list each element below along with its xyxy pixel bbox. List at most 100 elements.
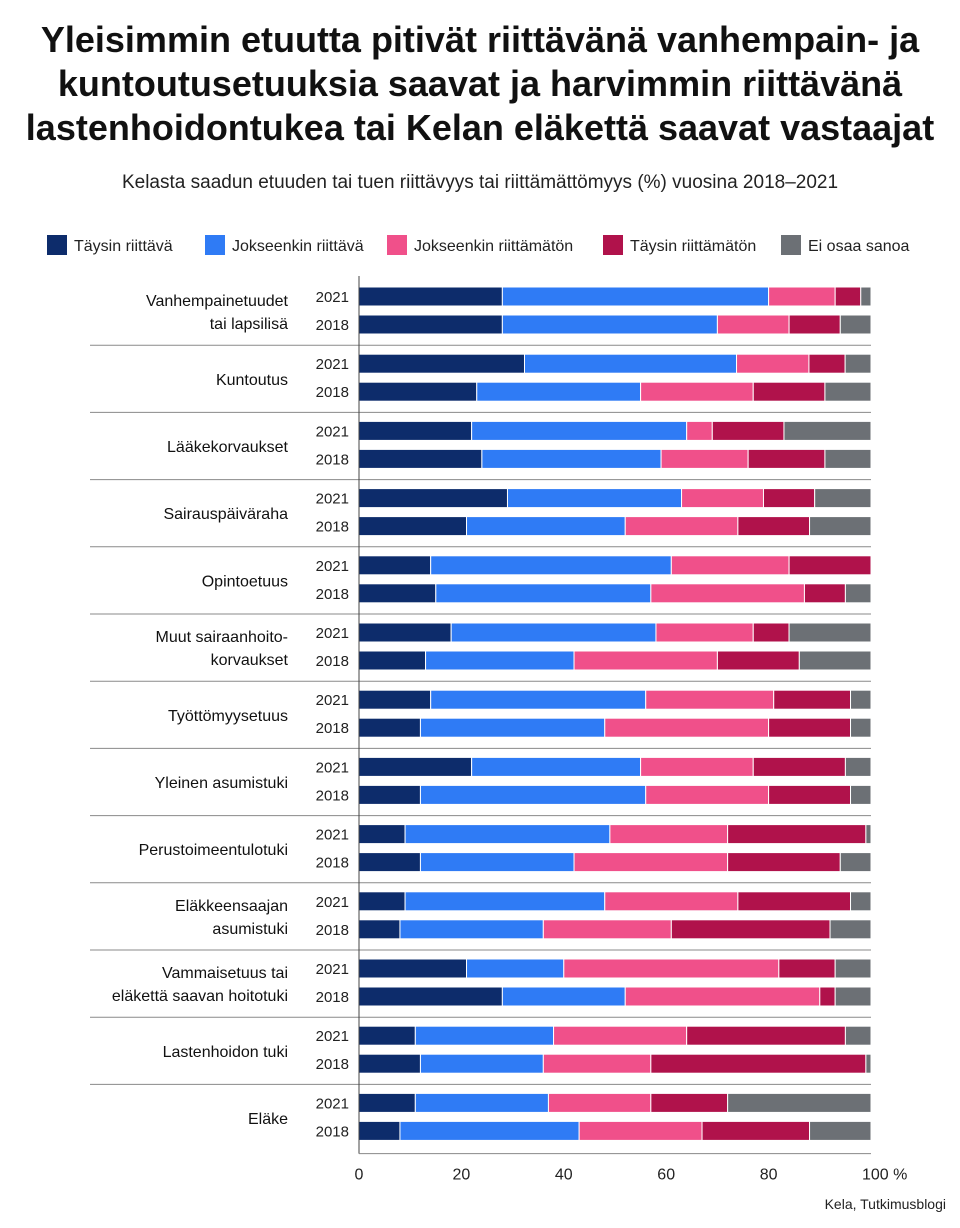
bar-segment <box>716 314 790 335</box>
category-label: korvaukset <box>211 652 289 669</box>
bar-segment <box>778 958 836 979</box>
year-label: 2021 <box>316 961 349 978</box>
year-label: 2018 <box>316 586 349 603</box>
bar-segment <box>824 448 872 469</box>
bar-segment <box>501 986 626 1007</box>
bar-segment <box>523 353 738 374</box>
bar-segment <box>425 650 575 671</box>
bar-segment <box>414 1025 555 1046</box>
bar-segment <box>737 891 852 912</box>
legend-swatch <box>781 235 801 255</box>
bar-segment <box>476 381 642 402</box>
year-label: 2021 <box>316 625 349 642</box>
chart-title: Yleisimmin etuutta pitivät riittävänä va… <box>0 18 960 150</box>
bar-segment <box>358 717 421 738</box>
bar-segment <box>358 583 437 604</box>
x-tick-label: 40 <box>555 1167 573 1184</box>
bar-segment <box>358 891 406 912</box>
category-label: asumistuki <box>212 921 288 938</box>
x-tick-label: 60 <box>657 1167 675 1184</box>
bar-segment <box>860 286 872 307</box>
year-label: 2018 <box>316 384 349 401</box>
bar-segment <box>471 756 642 777</box>
bar-segment <box>809 1120 872 1141</box>
year-label: 2018 <box>316 922 349 939</box>
bar-segment <box>640 381 754 402</box>
bar-segment <box>850 689 872 710</box>
bar-segment <box>798 650 872 671</box>
bar-segment <box>716 650 800 671</box>
bar-segment <box>660 448 749 469</box>
legend-label: Täysin riittävä <box>74 238 173 255</box>
legend-swatch <box>47 235 67 255</box>
bar-segment <box>788 622 872 643</box>
bar-segment <box>701 1120 811 1141</box>
bar-segment <box>752 381 826 402</box>
category-label: Sairauspäiväraha <box>163 506 288 523</box>
legend-label: Ei osaa sanoa <box>808 238 910 255</box>
bar-segment <box>768 784 852 805</box>
bar-segment <box>466 516 626 537</box>
bar-segment <box>358 1120 401 1141</box>
bar-segment <box>419 852 575 873</box>
bar-segment <box>783 420 872 441</box>
bar-segment <box>358 784 421 805</box>
bar-segment <box>650 583 805 604</box>
bar-segment <box>752 756 846 777</box>
category-label: Muut sairaanhoito- <box>155 629 288 646</box>
legend-label: Täysin riittämätön <box>630 238 756 255</box>
bar-segment <box>573 852 729 873</box>
bar-segment <box>747 448 826 469</box>
year-label: 2021 <box>316 1028 349 1045</box>
bar-segment <box>358 622 452 643</box>
year-label: 2018 <box>316 317 349 334</box>
legend-swatch <box>387 235 407 255</box>
bar-segment <box>768 717 852 738</box>
bar-segment <box>404 891 606 912</box>
bar-segment <box>834 986 872 1007</box>
year-label: 2021 <box>316 827 349 844</box>
bar-segment <box>604 717 770 738</box>
bar-segment <box>762 488 816 509</box>
bar-segment <box>358 381 478 402</box>
bar-segment <box>788 314 841 335</box>
chart-title-line: lastenhoidontukea tai Kelan eläkettä saa… <box>25 107 935 148</box>
bar-segment <box>727 824 867 845</box>
bar-segment <box>850 784 872 805</box>
bar-segment <box>358 650 427 671</box>
bar-segment <box>788 555 872 576</box>
bar-segment <box>809 516 872 537</box>
year-label: 2018 <box>316 1056 349 1073</box>
chart-subtitle: Kelasta saadun etuuden tai tuen riittävy… <box>121 172 839 193</box>
year-label: 2018 <box>316 653 349 670</box>
bar-segment <box>358 314 503 335</box>
bar-segment <box>834 286 862 307</box>
bar-segment <box>358 420 473 441</box>
bar-segment <box>358 286 503 307</box>
bar-segment <box>358 919 401 940</box>
bar-segment <box>542 1053 652 1074</box>
bar-segment <box>573 650 718 671</box>
bar-segment <box>645 689 775 710</box>
bar-segment <box>358 958 468 979</box>
bar-segment <box>640 756 754 777</box>
bar-segment <box>844 1025 872 1046</box>
bar-segment <box>358 516 468 537</box>
x-tick-label: 0 <box>355 1167 364 1184</box>
chart-title-line: kuntoutusetuuksia saavat ja harvimmin ri… <box>57 63 903 104</box>
bar-segment <box>430 555 672 576</box>
x-tick-label: 80 <box>760 1167 778 1184</box>
bar-segment <box>681 488 764 509</box>
bar-segment <box>773 689 852 710</box>
year-label: 2021 <box>316 356 349 373</box>
category-label: Vammaisetuus tai <box>162 965 288 982</box>
bar-segment <box>450 622 657 643</box>
bar-segment <box>506 488 683 509</box>
category-label: tai lapsilisä <box>210 316 288 333</box>
bar-segment <box>650 1053 867 1074</box>
bar-segment <box>850 717 872 738</box>
legend-label: Jokseenkin riittämätön <box>414 238 573 255</box>
bar-segment <box>844 353 872 374</box>
bar-segment <box>578 1120 703 1141</box>
bar-segment <box>419 1053 544 1074</box>
